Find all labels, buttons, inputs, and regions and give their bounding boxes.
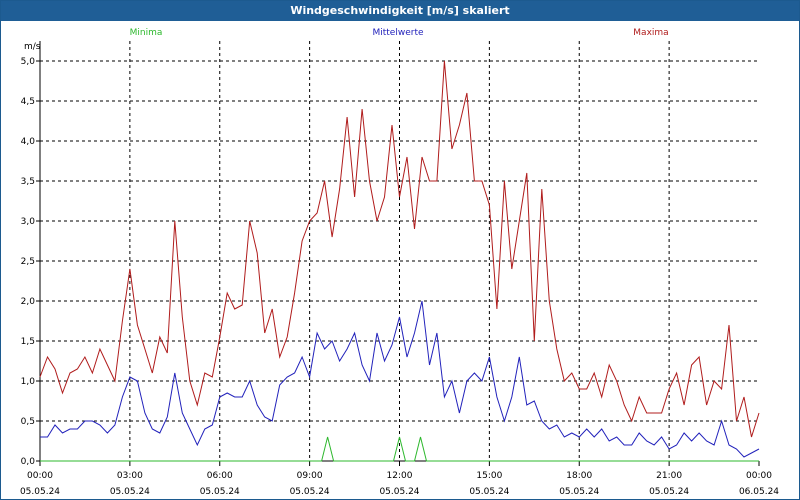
x-tick-date: 05.05.24 <box>110 487 150 497</box>
y-tick-label: 2,5 <box>21 257 35 267</box>
grid <box>40 41 759 461</box>
legend-mittelwerte: Mittelwerte <box>372 28 423 38</box>
x-tick-date: 06.05.24 <box>739 487 779 497</box>
x-tick-date: 05.05.24 <box>20 487 60 497</box>
x-tick-date: 05.05.24 <box>200 487 240 497</box>
x-tick-date: 05.05.24 <box>559 487 599 497</box>
x-tick-time: 00:00 <box>27 471 53 481</box>
y-tick-labels: 0,0 0,5 1,0 1,5 2,0 2,5 3,0 3,5 4,0 4,5 5,0 <box>21 57 36 467</box>
y-tick-label: 3,5 <box>21 177 35 187</box>
chart-title: Windgeschwindigkeit [m/s] skaliert <box>290 4 510 17</box>
x-tick-labels: 00:00 05.05.24 03:00 05.05.24 06:00 05.05.24 0… <box>20 471 779 497</box>
x-tick-time: 21:00 <box>656 471 682 481</box>
series-maxima <box>39 60 760 438</box>
legend: Minima Mittelwerte Maxima <box>130 28 669 38</box>
x-tick-time: 18:00 <box>566 471 592 481</box>
y-tick-label: 5,0 <box>21 57 36 67</box>
x-tick-time: 06:00 <box>207 471 233 481</box>
x-tick-date: 05.05.24 <box>379 487 419 497</box>
series-mittelwerte <box>40 300 760 458</box>
y-axis-label: m/s <box>24 42 41 52</box>
x-tick-date: 05.05.24 <box>469 487 509 497</box>
legend-maxima: Maxima <box>633 28 668 38</box>
x-tick-time: 00:00 <box>746 471 772 481</box>
y-tick-label: 3,0 <box>21 217 36 227</box>
series-lines <box>39 60 760 462</box>
axes <box>36 41 760 466</box>
x-tick-time: 03:00 <box>117 471 143 481</box>
y-tick-label: 2,0 <box>21 297 36 307</box>
x-tick-time: 09:00 <box>297 471 323 481</box>
y-tick-label: 4,5 <box>21 97 35 107</box>
y-tick-label: 0,0 <box>21 457 36 467</box>
x-tick-time: 12:00 <box>387 471 413 481</box>
x-tick-time: 15:00 <box>476 471 502 481</box>
y-tick-label: 4,0 <box>21 137 36 147</box>
legend-minima: Minima <box>130 28 163 38</box>
title-bar: Windgeschwindigkeit [m/s] skaliert <box>1 1 799 21</box>
x-tick-date: 05.05.24 <box>290 487 330 497</box>
y-tick-label: 0,5 <box>21 417 35 427</box>
x-tick-date: 05.05.24 <box>649 487 689 497</box>
series-minima <box>40 436 759 462</box>
y-tick-label: 1,0 <box>21 377 36 387</box>
y-tick-label: 1,5 <box>21 337 35 347</box>
